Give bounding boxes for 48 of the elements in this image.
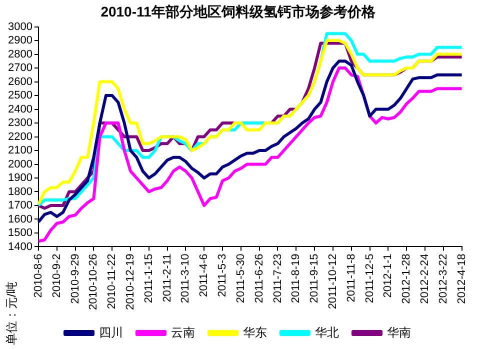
y-tick-label: 3000 <box>8 20 32 33</box>
x-tick-label: 2012-4-18 <box>456 254 468 304</box>
y-tick-label: 2000 <box>8 158 32 170</box>
x-tick-label: 2010-12-19 <box>124 254 137 310</box>
x-tick-label: 2011-6-26 <box>253 254 266 304</box>
x-tick-label: 2011-5-30 <box>234 254 247 304</box>
x-tick-label: 2011-11-8 <box>345 254 358 302</box>
y-tick-label: 2600 <box>8 76 32 88</box>
x-tick-label: 2010-9-29 <box>69 254 82 304</box>
x-tick-label: 2011-8-19 <box>290 254 302 304</box>
legend-label: 云南 <box>171 325 195 340</box>
x-tick-label: 2011-9-15 <box>308 254 321 304</box>
y-tick-label: 1500 <box>8 227 32 240</box>
y-tick-label: 1600 <box>8 213 32 226</box>
y-axis-title: 单位：元/吨 <box>4 282 18 345</box>
x-tick-label: 2012-3-22 <box>437 254 450 304</box>
y-tick-label: 2500 <box>8 90 32 102</box>
x-tick-label: 2010-9-2 <box>50 254 63 298</box>
x-tick-label: 2011-12-5 <box>364 254 376 304</box>
legend-label: 四川 <box>99 325 123 340</box>
x-tick-label: 2011-3-10 <box>180 254 192 304</box>
y-tick-label: 2100 <box>8 144 32 157</box>
y-tick-label: 1800 <box>8 186 32 198</box>
x-tick-label: 2011-2-11 <box>161 254 174 302</box>
legend-label: 华南 <box>387 325 411 340</box>
x-tick-label: 2012-2-24 <box>419 254 432 304</box>
x-tick-label: 2012-1-1 <box>382 254 394 298</box>
legend-label: 华东 <box>243 325 267 340</box>
x-tick-label: 2011-4-6 <box>198 254 210 297</box>
y-tick-label: 2300 <box>8 117 32 130</box>
x-tick-label: 2011-7-23 <box>272 254 284 304</box>
y-tick-label: 2400 <box>8 103 32 116</box>
x-tick-label: 2010-10-26 <box>88 254 100 310</box>
y-tick-label: 2900 <box>8 34 32 47</box>
chart-title: 2010-11年部分地区饲料级氢钙市场参考价格 <box>100 3 376 20</box>
x-tick-label: 2010-11-22 <box>106 254 118 310</box>
x-tick-label: 2012-1-28 <box>400 254 413 304</box>
y-tick-label: 2700 <box>8 62 32 74</box>
y-tick-label: 1900 <box>8 172 32 184</box>
x-tick-label: 2011-10-12 <box>326 254 339 310</box>
x-tick-label: 2011-1-15 <box>142 254 155 304</box>
y-tick-label: 2800 <box>8 48 32 60</box>
legend-label: 华北 <box>315 325 339 340</box>
y-tick-label: 1400 <box>8 240 32 253</box>
x-tick-label: 2011-5-3 <box>216 254 229 297</box>
y-tick-label: 2200 <box>8 130 32 143</box>
y-tick-label: 1700 <box>8 200 32 212</box>
x-tick-label: 2010-8-6 <box>32 254 44 298</box>
